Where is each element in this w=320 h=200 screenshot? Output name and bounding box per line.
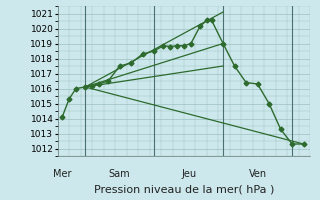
Text: Mer: Mer xyxy=(53,169,71,179)
Text: Ven: Ven xyxy=(248,169,267,179)
Text: Jeu: Jeu xyxy=(181,169,196,179)
Text: Sam: Sam xyxy=(109,169,131,179)
Text: Pression niveau de la mer( hPa ): Pression niveau de la mer( hPa ) xyxy=(94,184,274,194)
